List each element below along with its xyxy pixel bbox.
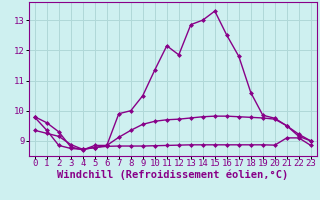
X-axis label: Windchill (Refroidissement éolien,°C): Windchill (Refroidissement éolien,°C): [57, 169, 288, 180]
